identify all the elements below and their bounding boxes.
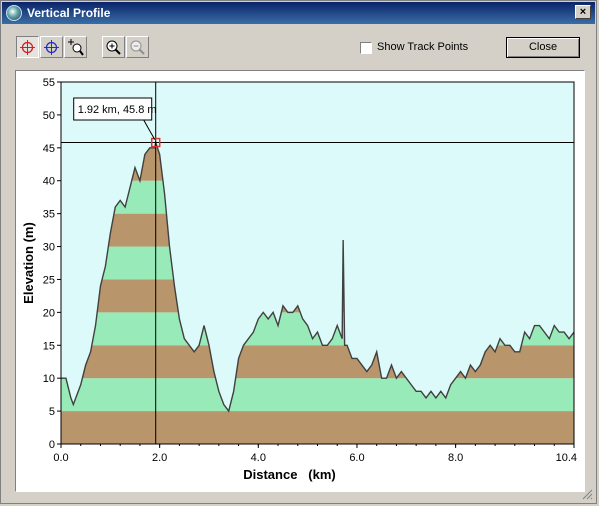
- chart-panel: 0 5 10 15 20 25 30 35 40 45 50 55 0.0 2.0 4.0 6.0 8.0 10.…: [15, 70, 585, 492]
- close-button[interactable]: Close: [506, 37, 580, 58]
- crosshair-red-icon: [20, 40, 35, 55]
- title-bar[interactable]: Vertical Profile ×: [2, 2, 595, 24]
- y-tick-label: 30: [43, 242, 55, 254]
- y-tick-label: 20: [43, 307, 55, 319]
- zoom-out-tool[interactable]: [126, 36, 149, 58]
- elevation-band: [61, 411, 574, 444]
- y-tick-label: 0: [49, 439, 55, 451]
- x-tick-label: 8.0: [448, 452, 463, 464]
- y-tick-label: 55: [43, 77, 55, 89]
- globe-icon: [6, 5, 22, 21]
- y-tick-label: 35: [43, 209, 55, 221]
- show-track-points-label[interactable]: Show Track Points: [377, 41, 469, 53]
- crosshair-blue-tool[interactable]: [40, 36, 63, 58]
- zoom-out-icon: [130, 40, 145, 55]
- crosshair-red-tool[interactable]: [16, 36, 39, 58]
- y-tick-label: 5: [49, 406, 55, 418]
- x-tick-label: 0.0: [53, 452, 68, 464]
- y-tick-label: 10: [43, 373, 55, 385]
- elevation-profile-chart[interactable]: 0 5 10 15 20 25 30 35 40 45 50 55 0.0 2.0 4.0 6.0 8.0 10.…: [16, 71, 584, 491]
- y-axis-label: Elevation (m): [21, 222, 36, 304]
- show-track-points-checkbox[interactable]: [360, 42, 372, 54]
- window-title: Vertical Profile: [27, 6, 111, 20]
- elevation-profile-line: [61, 139, 575, 413]
- window-close-button[interactable]: ×: [575, 5, 591, 19]
- cursor-tooltip: [73, 97, 153, 121]
- x-axis-label: Distance (km): [243, 467, 335, 482]
- elevation-band: [61, 378, 574, 412]
- x-tick-label: 10.4: [556, 452, 577, 464]
- y-tick-label: 50: [43, 110, 55, 122]
- crosshair-blue-icon: [44, 40, 59, 55]
- zoom-cursor-icon: [68, 39, 84, 56]
- cursor-marker[interactable]: [150, 137, 161, 148]
- zoom-in-icon: [106, 40, 121, 55]
- y-tick-label: 45: [43, 143, 55, 155]
- y-tick-label: 25: [43, 274, 55, 286]
- elevation-band: [61, 345, 574, 379]
- y-tick-label: 40: [43, 176, 55, 188]
- tooltip-pointer: [143, 119, 156, 140]
- y-tick-label: 15: [43, 340, 55, 352]
- x-tick-label: 4.0: [251, 452, 266, 464]
- resize-grip-icon[interactable]: [581, 488, 593, 500]
- cursor-tooltip-text: 1.92 km, 45.8 m: [78, 104, 157, 116]
- zoom-in-tool[interactable]: [102, 36, 125, 58]
- x-tick-label: 2.0: [152, 452, 167, 464]
- x-tick-label: 6.0: [349, 452, 364, 464]
- zoom-cursor-tool[interactable]: [64, 36, 87, 58]
